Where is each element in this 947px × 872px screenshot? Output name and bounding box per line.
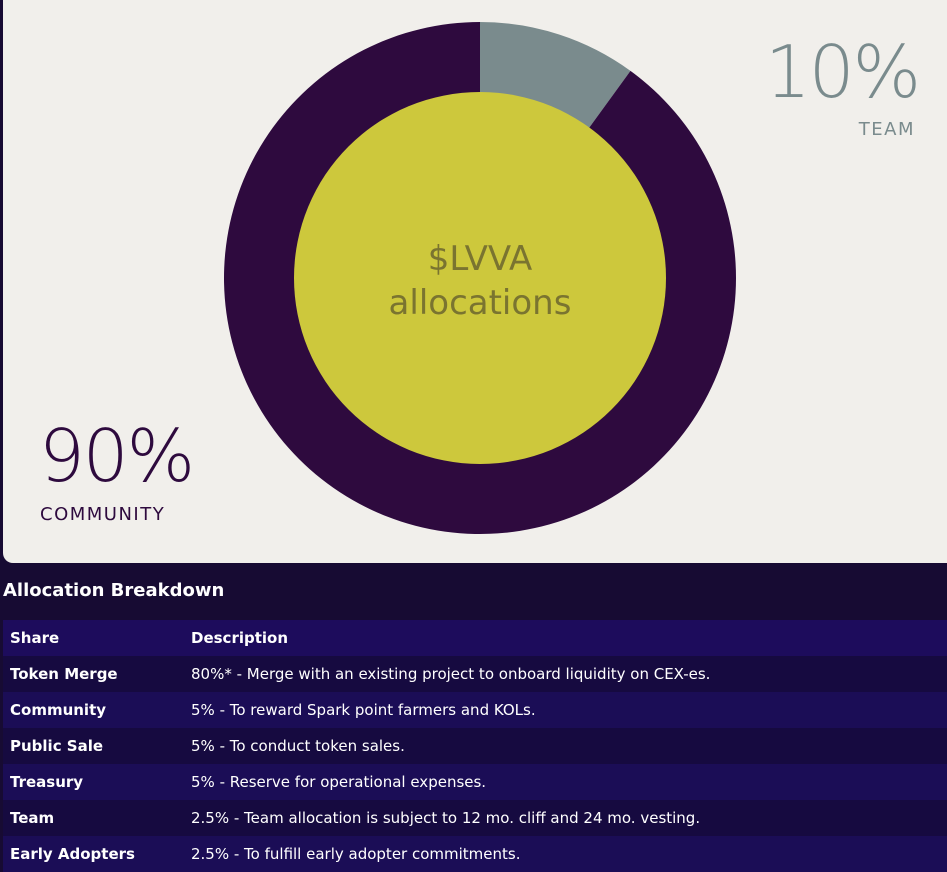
table-row: Team 2.5% - Team allocation is subject t… bbox=[3, 800, 947, 836]
row-share: Public Sale bbox=[10, 737, 104, 755]
header-share: Share bbox=[3, 620, 184, 656]
table-row: Treasury 5% - Reserve for operational ex… bbox=[3, 764, 947, 800]
row-share: Treasury bbox=[10, 773, 84, 791]
table-row: Early Adopters 2.5% - To fulfill early a… bbox=[3, 836, 947, 872]
allocation-table: Share Description Token Merge 80%* - Mer… bbox=[3, 620, 947, 872]
row-description: 2.5% - To fulfill early adopter commitme… bbox=[191, 845, 521, 863]
table-header-row: Share Description bbox=[3, 620, 947, 656]
center-title-line1: $LVVA bbox=[428, 239, 532, 279]
header-description: Description bbox=[184, 620, 947, 656]
center-title-line2: allocations bbox=[389, 283, 572, 323]
allocation-chart-card: $LVVA allocations 10% TEAM 90% COMMUNITY bbox=[3, 0, 947, 563]
row-share: Team bbox=[10, 809, 55, 827]
donut-center bbox=[294, 92, 666, 464]
row-description: 80%* - Merge with an existing project to… bbox=[191, 665, 711, 683]
table-row: Token Merge 80%* - Merge with an existin… bbox=[3, 656, 947, 692]
row-share: Early Adopters bbox=[10, 845, 135, 863]
row-description: 5% - To reward Spark point farmers and K… bbox=[191, 701, 536, 719]
community-percentage: 90% bbox=[39, 414, 195, 498]
row-description: 5% - Reserve for operational expenses. bbox=[191, 773, 487, 791]
table-row: Community 5% - To reward Spark point far… bbox=[3, 692, 947, 728]
row-description: 2.5% - Team allocation is subject to 12 … bbox=[191, 809, 701, 827]
team-label: TEAM bbox=[858, 119, 915, 140]
row-share: Token Merge bbox=[10, 665, 118, 683]
team-percentage: 10% bbox=[764, 30, 921, 114]
community-label: COMMUNITY bbox=[40, 504, 166, 525]
table-row: Public Sale 5% - To conduct token sales. bbox=[3, 728, 947, 764]
allocation-breakdown-title: Allocation Breakdown bbox=[3, 580, 225, 601]
row-share: Community bbox=[10, 701, 107, 719]
row-description: 5% - To conduct token sales. bbox=[191, 737, 405, 755]
